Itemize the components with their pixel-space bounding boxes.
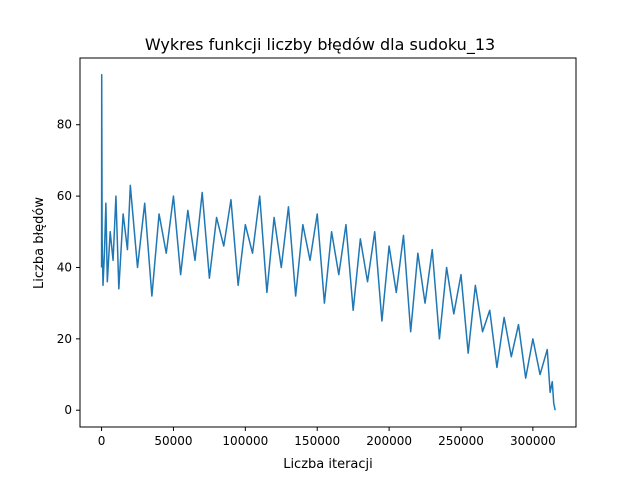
x-tick-label: 0 [98,434,106,448]
x-tick-label: 300000 [510,434,556,448]
series-line-0 [100,74,556,411]
x-tick-label: 250000 [438,434,484,448]
y-tick-label: 40 [57,260,72,274]
y-axis-label: Liczba błędów [32,197,47,289]
y-tick-label: 0 [64,403,72,417]
plot-frame [79,57,577,428]
x-tick-label: 50000 [154,434,192,448]
x-tick-label: 200000 [366,434,412,448]
chart-title: Wykres funkcji liczby błędów dla sudoku_… [145,35,495,55]
y-tick-label: 60 [57,189,72,203]
x-axis-label: Liczba iteracji [283,457,373,472]
x-tick-label: 100000 [222,434,268,448]
x-tick-label: 150000 [294,434,340,448]
y-tick-label: 20 [57,332,72,346]
y-tick-label: 80 [57,118,72,132]
